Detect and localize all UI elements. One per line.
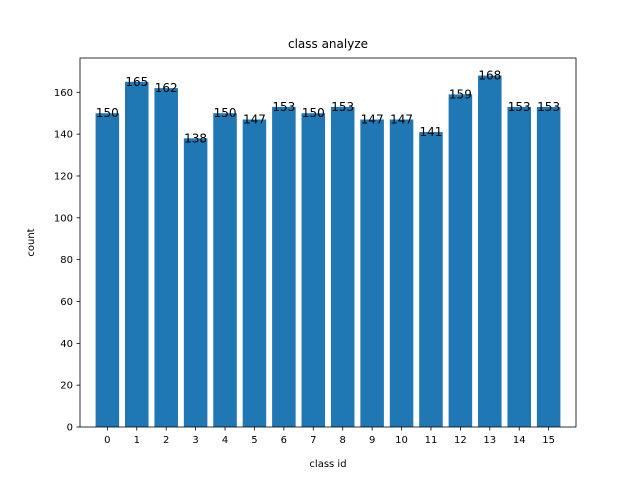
- x-tick-label-15: 15: [542, 435, 555, 446]
- bar-14: [507, 106, 531, 428]
- data-label-9: 147: [361, 113, 384, 127]
- data-label-8: 153: [331, 100, 354, 114]
- bar-13: [478, 75, 502, 428]
- data-label-6: 153: [272, 100, 295, 114]
- data-label-2: 162: [155, 81, 178, 95]
- x-tick-label-10: 10: [395, 435, 408, 446]
- y-axis-label: count: [26, 228, 37, 256]
- x-tick-label-14: 14: [513, 435, 526, 446]
- data-label-4: 150: [214, 106, 237, 120]
- y-tick-label-60: 60: [60, 297, 73, 308]
- data-label-10: 147: [390, 113, 413, 127]
- data-label-12: 159: [449, 87, 472, 101]
- bar-3: [183, 138, 208, 427]
- x-axis: 0 1 2 3 4 5 6 7 8 9 10 11 12 13 14 15: [104, 427, 555, 446]
- x-tick-label-11: 11: [425, 435, 438, 446]
- y-tick-label-100: 100: [54, 213, 73, 224]
- bar-5: [242, 119, 267, 427]
- data-label-14: 153: [508, 100, 531, 114]
- x-tick-label-6: 6: [281, 435, 287, 446]
- y-tick-label-40: 40: [60, 339, 73, 350]
- x-tick-label-3: 3: [192, 435, 198, 446]
- data-label-7: 150: [302, 106, 325, 120]
- data-label-15: 153: [537, 100, 560, 114]
- x-tick-label-7: 7: [310, 435, 316, 446]
- chart-title: class analyze: [288, 37, 368, 51]
- y-tick-label-160: 160: [54, 88, 73, 99]
- x-tick-label-8: 8: [340, 435, 346, 446]
- x-tick-label-4: 4: [222, 435, 228, 446]
- bar-4: [213, 113, 237, 427]
- data-labels-group: 150 165 162 138 150 147 153 150 153 147 147 141 159 1…: [96, 69, 560, 146]
- bar-10: [389, 119, 414, 427]
- x-axis-label: class id: [309, 459, 346, 470]
- y-tick-label-120: 120: [54, 171, 73, 182]
- x-tick-label-2: 2: [163, 435, 169, 446]
- x-tick-label-9: 9: [369, 435, 375, 446]
- data-label-11: 141: [420, 125, 443, 139]
- data-label-3: 138: [184, 131, 207, 145]
- data-label-13: 168: [478, 69, 501, 83]
- data-label-5: 147: [243, 113, 266, 127]
- data-label-1: 165: [125, 75, 148, 89]
- x-tick-label-1: 1: [134, 435, 140, 446]
- bar-2: [154, 88, 178, 428]
- data-label-0: 150: [96, 106, 119, 120]
- x-tick-label-13: 13: [483, 435, 496, 446]
- bar-15: [536, 106, 561, 428]
- bars-group: [95, 75, 561, 428]
- bar-6: [272, 106, 296, 428]
- y-tick-label-80: 80: [60, 255, 73, 266]
- bar-12: [448, 94, 473, 428]
- x-tick-label-12: 12: [454, 435, 467, 446]
- plot-frame: [79, 57, 577, 428]
- x-tick-label-0: 0: [104, 435, 110, 446]
- y-tick-label-140: 140: [54, 130, 73, 141]
- bar-11: [419, 132, 443, 427]
- bar-8: [330, 106, 355, 428]
- bar-1: [125, 81, 149, 428]
- x-tick-label-5: 5: [251, 435, 257, 446]
- y-axis: 0 20 40 60 80 100 120 140 160: [54, 88, 80, 434]
- bar-0: [95, 113, 120, 427]
- y-tick-label-0: 0: [67, 423, 73, 434]
- y-tick-label-20: 20: [60, 381, 73, 392]
- bar-9: [360, 119, 384, 427]
- bar-7: [301, 113, 326, 427]
